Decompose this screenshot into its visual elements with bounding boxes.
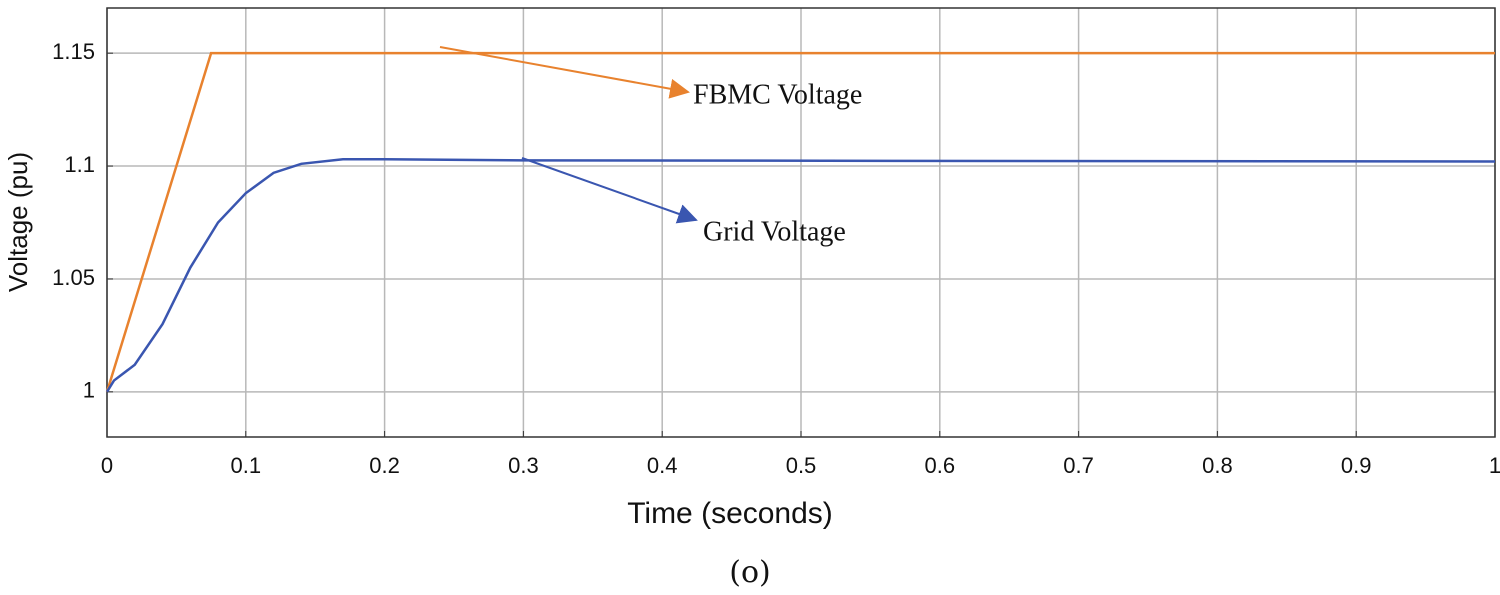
x-tick-label: 1 — [1489, 453, 1500, 478]
plot-frame — [106, 7, 1496, 438]
legend-label: FBMC Voltage — [693, 79, 862, 110]
x-tick-label: 0.4 — [647, 453, 678, 478]
annotation-arrow — [439, 46, 690, 99]
legend-label: Grid Voltage — [703, 216, 846, 247]
x-tick-label: 0.6 — [925, 453, 956, 478]
y-tick-label: 1.1 — [64, 152, 95, 177]
x-tick-label: 0.7 — [1063, 453, 1094, 478]
x-tick-label: 0 — [101, 453, 113, 478]
x-tick-label: 0.9 — [1341, 453, 1372, 478]
annotation-arrow — [521, 157, 698, 224]
y-axis-label: Voltage (pu) — [3, 152, 33, 292]
x-tick-label: 0.3 — [508, 453, 539, 478]
caption: (o) — [729, 555, 770, 590]
x-axis-label: Time (seconds) — [627, 497, 833, 530]
x-tick-label: 0.1 — [231, 453, 262, 478]
y-tick-label: 1.05 — [52, 265, 95, 290]
series-line — [105, 51, 1495, 393]
y-tick-label: 1 — [83, 378, 95, 403]
x-tick-label: 0.8 — [1202, 453, 1233, 478]
series-line — [105, 158, 1496, 393]
y-tick-label: 1.15 — [52, 39, 95, 64]
x-tick-label: 0.2 — [369, 453, 400, 478]
x-tick-label: 0.5 — [786, 453, 817, 478]
